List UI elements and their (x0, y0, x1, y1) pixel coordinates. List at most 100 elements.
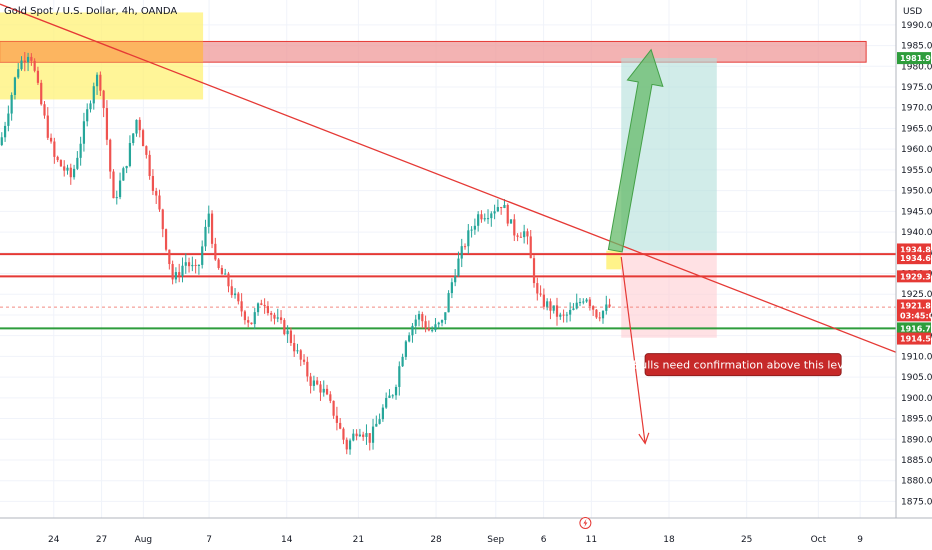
candle (454, 269, 457, 287)
x-tick-label: 18 (663, 535, 675, 545)
candle (243, 309, 247, 325)
candle-body (319, 384, 322, 393)
candle-body (138, 119, 141, 131)
y-tick-label: 1980.000 (901, 62, 932, 72)
candle (368, 433, 371, 451)
candle (210, 210, 214, 249)
candle-body (105, 108, 109, 140)
candle-body (187, 262, 191, 267)
candle-body (63, 166, 66, 171)
candle (224, 268, 227, 275)
candle (63, 160, 66, 177)
candle-body (158, 195, 161, 210)
candle (457, 251, 460, 277)
candle-body (151, 176, 155, 191)
candle (23, 52, 26, 72)
candle-body (276, 317, 279, 319)
candle (463, 243, 467, 250)
candle (191, 256, 194, 272)
candle (289, 327, 293, 346)
candle-body (102, 90, 105, 109)
candle (381, 404, 384, 422)
candle-body (263, 304, 266, 307)
price-badge: 1981.981 (897, 52, 932, 65)
candle-body (483, 218, 486, 220)
candle (565, 311, 568, 323)
candle (233, 288, 237, 299)
candle (13, 76, 17, 100)
candle-body (10, 94, 13, 114)
candle (33, 58, 36, 73)
candle-body (224, 273, 227, 275)
candle (569, 302, 572, 322)
candle-body (345, 439, 348, 450)
candle (582, 298, 585, 305)
price-badge-text: 1981.981 (900, 54, 932, 63)
candle (46, 107, 49, 141)
candle-body (247, 320, 250, 323)
candle-body (174, 272, 178, 280)
candle (10, 92, 13, 121)
candle-body (289, 330, 293, 344)
price-badge-text: 03:45:09 (900, 311, 932, 320)
price-badge-text: 1914.583 (900, 335, 932, 344)
candle-body (125, 165, 128, 169)
candle-body (230, 286, 233, 296)
time-axis-bg (0, 518, 932, 550)
candle-body (128, 143, 132, 166)
price-badge: 1914.583 (897, 332, 932, 345)
candle (161, 208, 164, 238)
candle-body (43, 104, 46, 116)
candle-body (358, 434, 361, 437)
candle-body (473, 225, 476, 230)
candle-body (549, 301, 552, 311)
candle-body (273, 314, 276, 319)
price-badge: 1934.679 (897, 252, 932, 265)
candle (174, 267, 178, 284)
candle (486, 209, 490, 224)
candle (302, 354, 306, 365)
candle (562, 309, 565, 323)
candle-body (339, 422, 342, 429)
candle-body (348, 440, 352, 450)
candle-body (171, 264, 174, 280)
candle-body (509, 219, 513, 224)
x-tick-label: 25 (741, 535, 752, 545)
candle (592, 305, 595, 316)
lightning-icon[interactable] (579, 517, 592, 529)
candle-body (46, 115, 49, 138)
candle-body (184, 262, 187, 266)
candle-body (368, 433, 371, 443)
bullish-arrow (607, 48, 664, 253)
long-stop-zone (621, 250, 717, 338)
candle-body (454, 276, 457, 283)
candle-body (477, 214, 480, 226)
candle-body (253, 312, 256, 325)
candle-body (575, 302, 578, 309)
candle-body (69, 167, 72, 178)
candle (424, 315, 427, 333)
lightning-icon-bolt (583, 519, 588, 527)
candle-body (500, 207, 503, 209)
x-tick-label: 14 (281, 535, 293, 545)
y-tick-label: 1875.000 (901, 497, 932, 507)
candle-body (296, 350, 299, 352)
candle-body (316, 380, 319, 385)
candle-body (191, 264, 194, 267)
candle-body (381, 407, 384, 420)
candle-body (539, 293, 542, 295)
price-badge-text: 1934.679 (900, 254, 932, 263)
candle-body (325, 388, 329, 395)
candle-body (440, 320, 444, 323)
candle-body (99, 74, 102, 91)
candle-body (592, 306, 595, 310)
price-badge: 03:45:09 (897, 309, 932, 322)
candle (332, 400, 335, 419)
candle (437, 321, 440, 329)
candle-body (279, 317, 283, 321)
price-badge-text: 1916.747 (900, 324, 932, 333)
candle (109, 138, 112, 179)
candle-body (516, 235, 519, 237)
candle (549, 298, 552, 320)
